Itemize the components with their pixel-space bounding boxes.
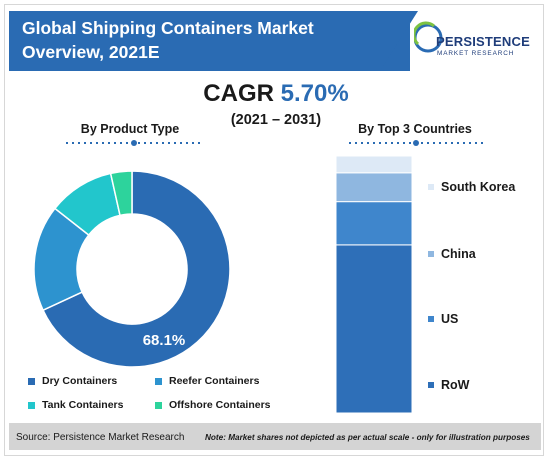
legend-us: US (428, 312, 458, 326)
bar-segment-china (336, 172, 412, 203)
title-banner (9, 11, 410, 71)
logo-tagline: MARKET RESEARCH (437, 50, 515, 57)
note-text: Note: Market shares not depicted as per … (205, 433, 530, 442)
infographic-frame (4, 4, 544, 456)
cagr-value: 5.70% (280, 80, 349, 107)
title-banner-edge (380, 11, 418, 71)
legend-china-swatch (428, 251, 434, 257)
legend-china-label: China (441, 247, 476, 261)
legend-tank: Tank Containers (28, 399, 124, 411)
page-title: Global Shipping Containers Market Overvi… (22, 16, 382, 64)
legend-south-korea-swatch (428, 184, 434, 190)
legend-dry-swatch (28, 377, 35, 385)
bar-segment-us (336, 201, 412, 246)
legend-offshore-swatch (155, 401, 162, 409)
source-text: Source: Persistence Market Research (16, 432, 185, 443)
donut-chart: 68.1% (33, 170, 231, 368)
legend-tank-label: Tank Containers (42, 399, 124, 411)
donut-slice-offshore (109, 170, 133, 217)
cagr-label: CAGR (203, 80, 274, 107)
donut-data-label-dry: 68.1% (143, 332, 186, 349)
legend-china: China (428, 247, 476, 261)
brand-logo (414, 21, 443, 53)
legend-reefer-swatch (155, 377, 162, 385)
legend-south-korea-label: South Korea (441, 180, 516, 194)
bar-chart-title: By Top 3 Countries (358, 122, 472, 136)
logo-arc-icon (414, 21, 435, 46)
donut-slice-dry (42, 170, 231, 368)
stacked-bar-chart (336, 156, 412, 413)
cagr-period: (2021 – 2031) (230, 112, 322, 128)
donut-chart-title: By Product Type (80, 122, 180, 136)
legend-row-swatch (428, 382, 434, 388)
donut-title-underline (66, 140, 202, 146)
legend-us-swatch (428, 316, 434, 322)
legend-offshore: Offshore Containers (155, 399, 271, 411)
title-line-2: Overview, 2021E (22, 42, 160, 62)
legend-reefer: Reefer Containers (155, 375, 259, 387)
legend-row-label: RoW (441, 378, 470, 392)
bar-title-underline (349, 140, 483, 146)
legend-dry: Dry Containers (28, 375, 117, 387)
legend-dry-label: Dry Containers (42, 375, 118, 387)
legend-reefer-label: Reefer Containers (169, 375, 260, 387)
footer-bar (9, 423, 541, 450)
title-line-1: Global Shipping Containers Market (22, 18, 314, 38)
legend-tank-swatch (28, 401, 35, 409)
logo-name: PERSISTENCE (436, 34, 530, 49)
legend-south-korea: South Korea (428, 180, 515, 194)
legend-us-label: US (441, 312, 459, 326)
cagr-headline: CAGR 5.70% (171, 80, 381, 108)
bar-segment-south-korea (336, 156, 412, 174)
legend-offshore-label: Offshore Containers (169, 399, 271, 411)
legend-row: RoW (428, 378, 469, 392)
bar-segment-row (336, 244, 412, 413)
